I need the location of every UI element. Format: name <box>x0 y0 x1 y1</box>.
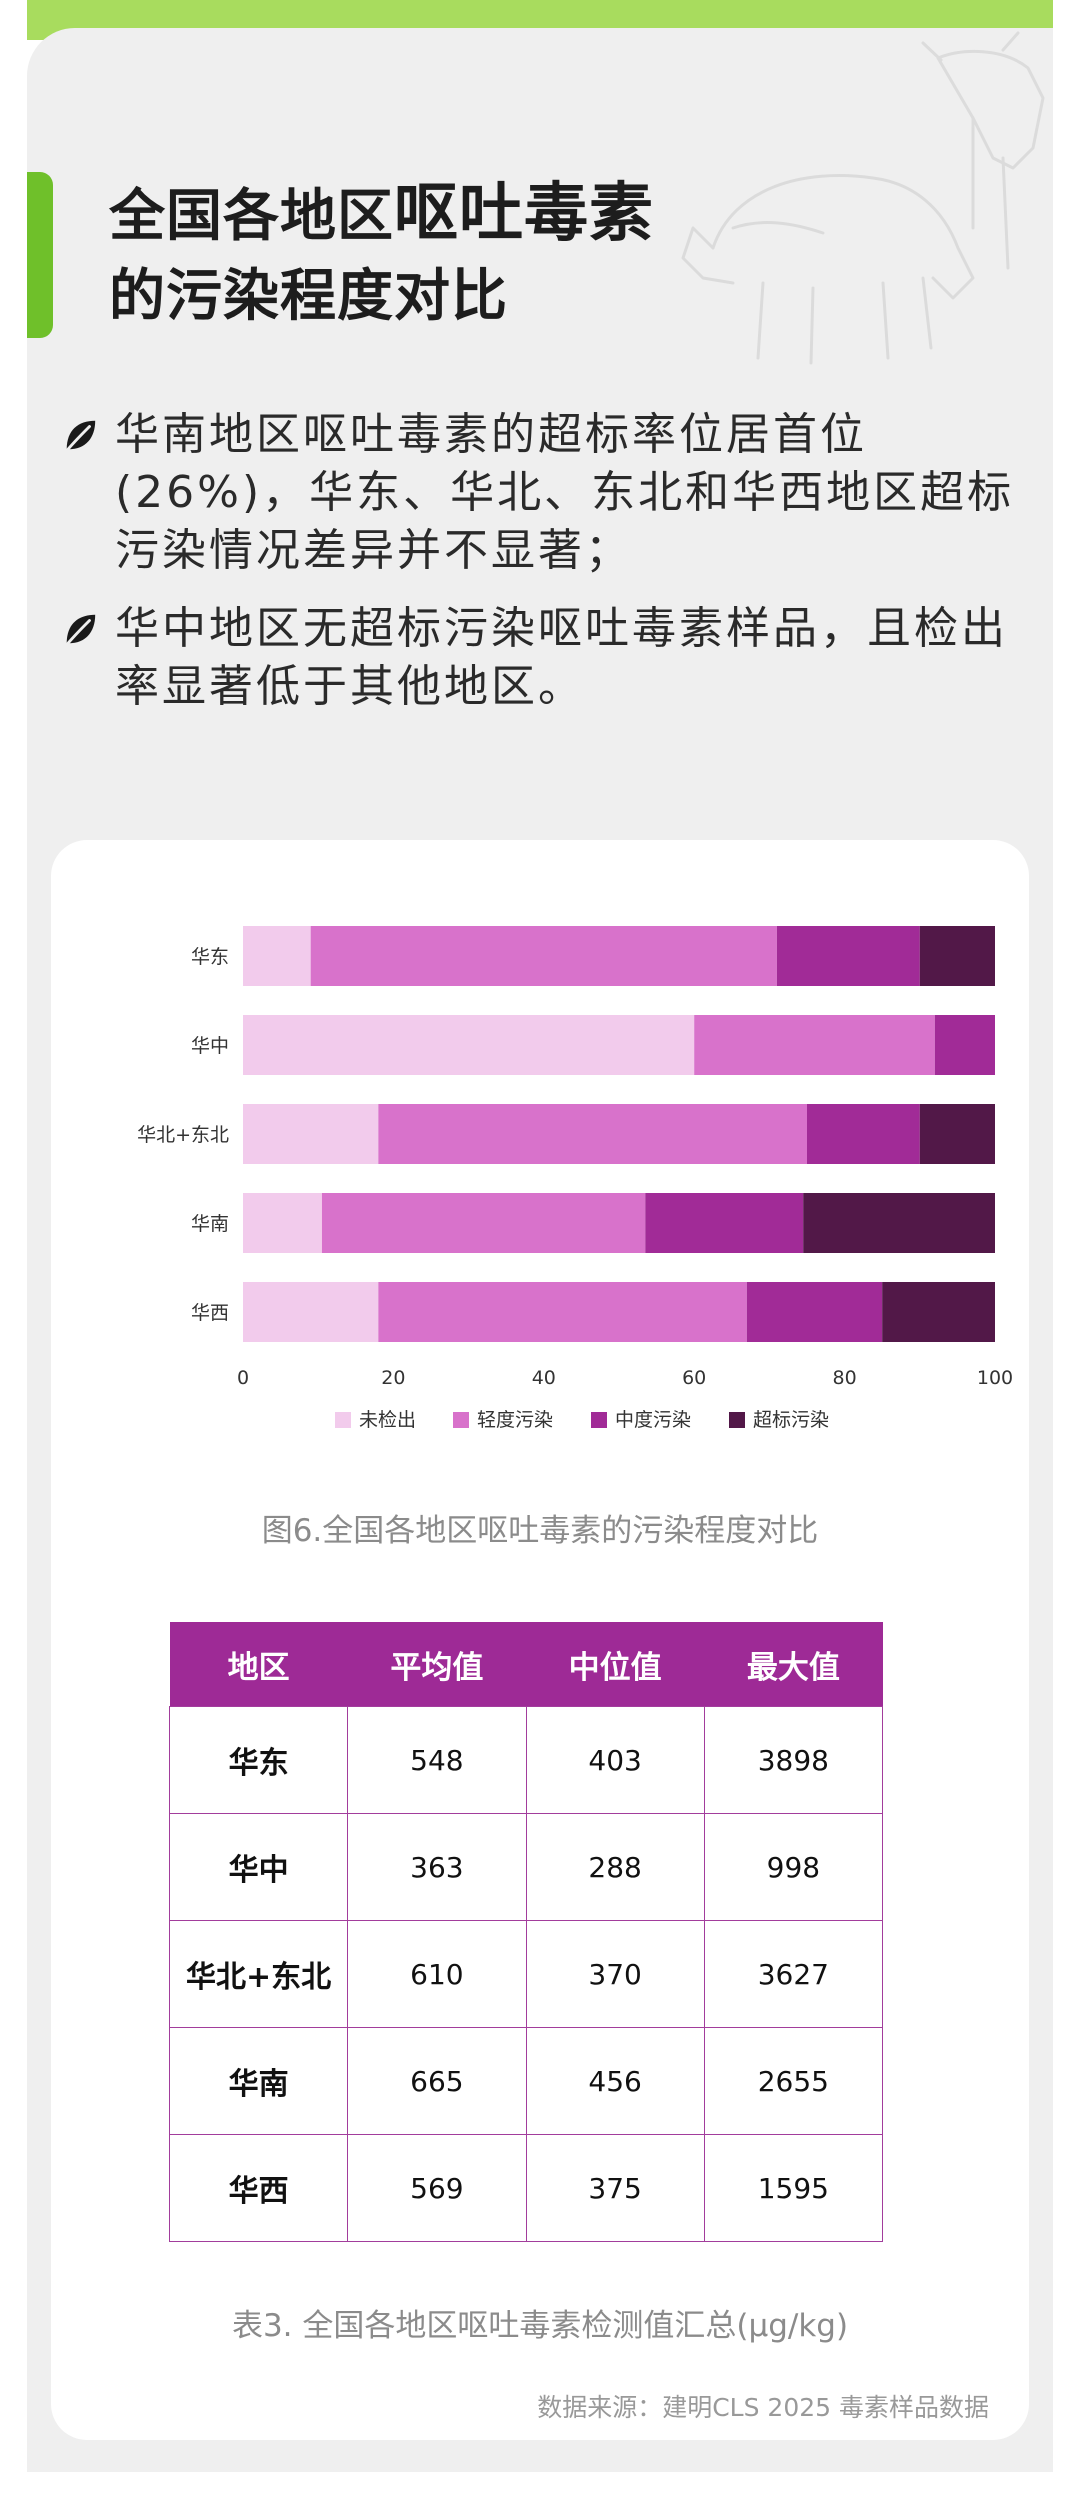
table-row: 华东 548 403 3898 <box>168 1706 884 1814</box>
legend-swatch <box>591 1412 607 1428</box>
x-tick-label: 100 <box>977 1367 1013 1389</box>
bullet-item: 华南地区呕吐毒素的超标率位居首位(26%)，华东、华北、东北和华西地区超标污染情… <box>55 406 1045 580</box>
legend-label: 超标污染 <box>753 1409 829 1431</box>
table-caption: 表3. 全国各地区呕吐毒素检测值汇总(μg/kg) <box>231 2308 849 2344</box>
category-label: 华北+东北 <box>137 1124 229 1146</box>
table-cell: 456 <box>525 2027 705 2135</box>
category-label: 华西 <box>191 1302 229 1324</box>
bar-segment <box>934 1015 995 1075</box>
bar-segment <box>803 1193 995 1253</box>
title-line1-plain: 全国各地区 <box>109 184 394 249</box>
bar-segment <box>321 1193 646 1253</box>
table-cell: 375 <box>525 2134 705 2242</box>
title-line1-emphasis: 呕吐毒素 <box>394 177 654 251</box>
legend-swatch <box>729 1412 745 1428</box>
table-header: 最大值 <box>704 1622 883 1707</box>
table-cell: 665 <box>347 2027 527 2135</box>
category-label: 华中 <box>191 1035 229 1057</box>
leaf-icon <box>63 420 96 455</box>
bar-segment <box>378 1104 807 1164</box>
table-row: 华西 569 375 1595 <box>168 2134 884 2242</box>
table-cell: 3627 <box>703 1920 884 2028</box>
bar-segment <box>919 1104 995 1164</box>
table-row: 华北+东北 610 370 3627 <box>168 1920 884 2028</box>
bar-segment <box>776 926 920 986</box>
page-title: 全国各地区呕吐毒素 的污染程度对比 <box>109 174 654 337</box>
x-tick-label: 20 <box>381 1367 405 1389</box>
table-cell: 363 <box>347 1813 527 1921</box>
bar-segment <box>243 1104 379 1164</box>
category-label: 华南 <box>191 1213 229 1235</box>
bar-segment <box>645 1193 804 1253</box>
bullet-item: 华中地区无超标污染呕吐毒素样品，且检出率显著低于其他地区。 <box>55 600 1045 716</box>
table-cell: 370 <box>525 1920 705 2028</box>
bar-segment <box>243 1015 695 1075</box>
x-tick-label: 0 <box>237 1367 249 1389</box>
table-row: 华中 363 288 998 <box>168 1813 884 1921</box>
farm-animals-illustration <box>681 31 1045 365</box>
stats-table: 地区 平均值 中位值 最大值 华东 548 403 3898 华中 363 28… <box>168 1622 884 2242</box>
table-header: 平均值 <box>347 1622 526 1707</box>
legend-swatch <box>453 1412 469 1428</box>
table-cell: 998 <box>703 1813 884 1921</box>
table-cell: 403 <box>525 1706 705 1814</box>
bullet-list: 华南地区呕吐毒素的超标率位居首位(26%)，华东、华北、东北和华西地区超标污染情… <box>55 406 1045 736</box>
bar-segment <box>807 1104 920 1164</box>
chart-table-panel: 华东 华中 华北+东北 华南 华西 0 20 40 60 80 100 未检出 轻度污染 中度污染 超标污染… <box>51 840 1029 2440</box>
category-label: 华东 <box>191 946 229 968</box>
chart-caption: 图6.全国各地区呕吐毒素的污染程度对比 <box>261 1513 819 1549</box>
content-card: 全国各地区呕吐毒素 的污染程度对比 华南地区呕吐毒素的超标率位居首位(26%)，… <box>27 28 1053 2472</box>
bar-segment <box>746 1282 883 1342</box>
leaf-icon <box>63 614 96 649</box>
table-cell: 288 <box>525 1813 705 1921</box>
bar-segment <box>694 1015 935 1075</box>
table-header: 地区 <box>169 1622 348 1707</box>
bar-segment <box>919 926 995 986</box>
legend-label: 轻度污染 <box>477 1409 553 1431</box>
legend-swatch <box>335 1412 351 1428</box>
table-cell-region: 华中 <box>168 1813 349 1921</box>
title-line2: 的污染程度对比 <box>109 264 508 329</box>
x-tick-label: 80 <box>833 1367 857 1389</box>
bullet-text: 华中地区无超标污染呕吐毒素样品，且检出率显著低于其他地区。 <box>115 603 1008 712</box>
legend-label: 未检出 <box>359 1409 416 1431</box>
table-cell: 2655 <box>703 2027 884 2135</box>
table-cell: 1595 <box>703 2134 884 2242</box>
bar-segment <box>310 926 777 986</box>
table-cell: 548 <box>347 1706 527 1814</box>
x-tick-label: 40 <box>532 1367 556 1389</box>
table-header: 中位值 <box>526 1622 705 1707</box>
table-cell-region: 华西 <box>168 2134 349 2242</box>
table-cell: 610 <box>347 1920 527 2028</box>
bar-segment <box>882 1282 995 1342</box>
bullet-text: 华南地区呕吐毒素的超标率位居首位(26%)，华东、华北、东北和华西地区超标污染情… <box>115 409 1015 576</box>
table-cell: 569 <box>347 2134 527 2242</box>
title-accent-bar <box>27 172 53 338</box>
table-row: 华南 665 456 2655 <box>168 2027 884 2135</box>
data-source-note: 数据来源：建明CLS 2025 毒素样品数据 <box>537 2393 989 2422</box>
bar-segment <box>243 926 311 986</box>
table-cell-region: 华东 <box>168 1706 349 1814</box>
x-tick-label: 60 <box>682 1367 706 1389</box>
bar-segment <box>243 1282 379 1342</box>
table-cell-region: 华南 <box>168 2027 349 2135</box>
legend-label: 中度污染 <box>615 1409 691 1431</box>
table-header-row: 地区 平均值 中位值 最大值 <box>169 1622 883 1707</box>
table-cell-region: 华北+东北 <box>168 1920 349 2028</box>
bar-segment <box>378 1282 747 1342</box>
bar-segment <box>243 1193 322 1253</box>
table-cell: 3898 <box>703 1706 884 1814</box>
